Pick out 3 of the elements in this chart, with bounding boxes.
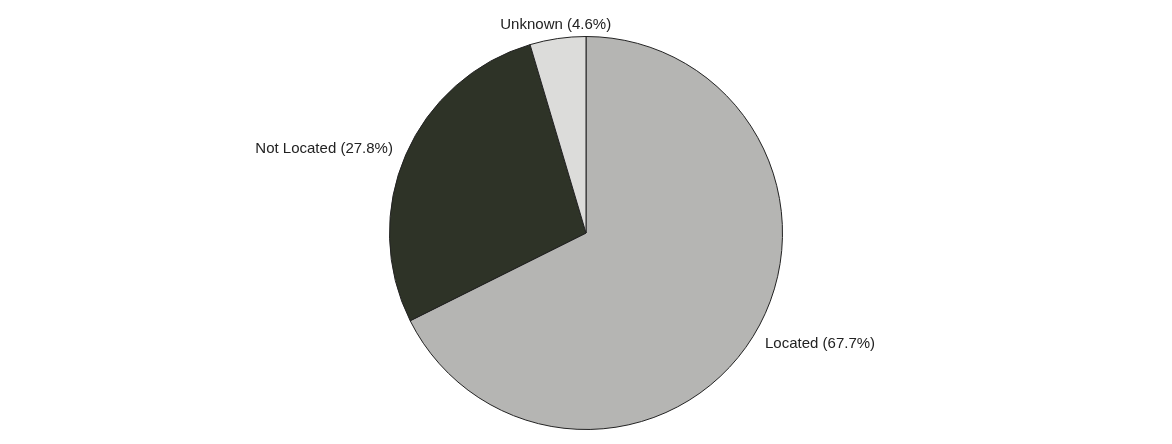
slice-label: Not Located (27.8%) [255,139,393,157]
slice-label: Located (67.7%) [765,333,876,351]
slice-label: Unknown (4.6%) [500,14,612,32]
